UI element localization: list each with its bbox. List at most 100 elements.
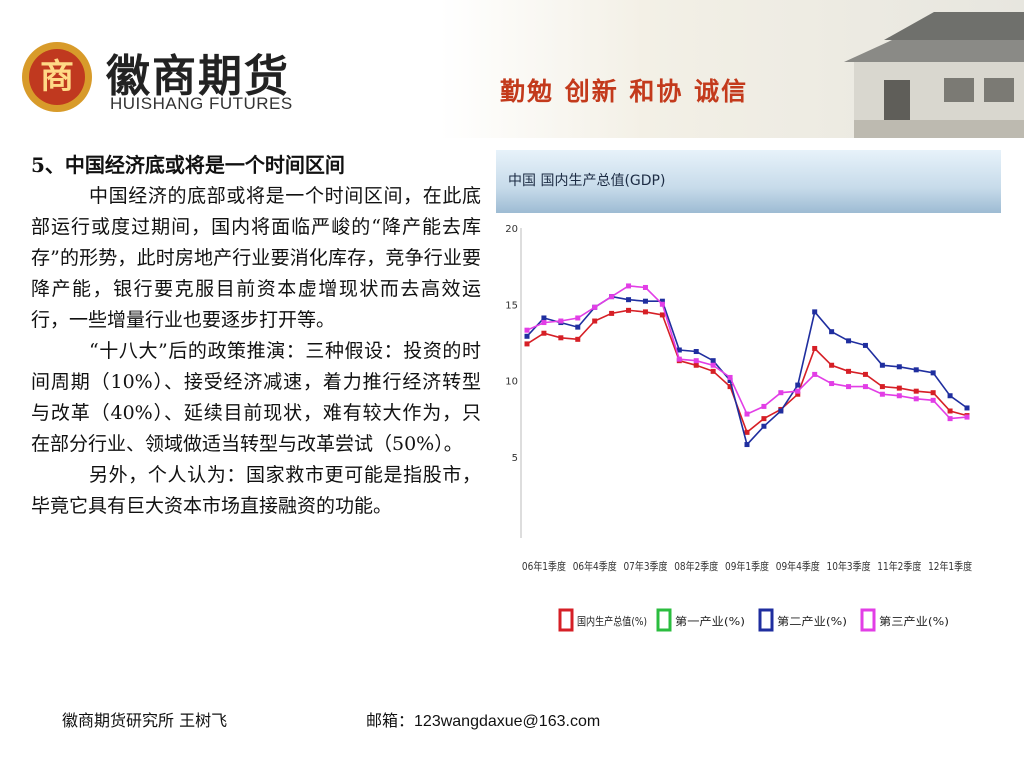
data-point [609,310,615,316]
data-point [710,368,716,374]
data-point [879,384,885,390]
legend-label: 第三产业(%) [879,614,949,628]
legend-swatch [860,608,876,632]
legend-label: 第一产业(%) [675,614,745,628]
paragraph-2: “十八大”后的政策推演：三种假设：投资的时间周期（10%）、接受经济减速，着力推… [31,340,481,455]
y-tick-label: 20 [505,224,518,235]
data-point [744,411,750,417]
y-tick-label: 5 [512,453,518,464]
logo-chinese-name: 徽商期货 [106,51,290,102]
data-point [676,356,682,362]
data-point [642,309,648,315]
y-tick-label: 15 [505,300,518,311]
email-label: 邮箱： [366,711,415,730]
data-point [829,362,835,368]
legend-label: 国内生产总值(%) [577,614,647,628]
data-point [947,416,953,422]
data-point [592,304,598,310]
data-point [727,378,733,383]
data-point [744,442,750,448]
data-point [659,298,665,304]
data-point [913,367,919,373]
data-point [761,416,767,422]
data-point [862,384,868,390]
email-address: 123wangdaxue@163.com [414,713,601,730]
data-point [812,345,818,351]
data-point [541,315,547,321]
data-point [862,342,868,348]
data-point [575,336,581,342]
data-point [626,297,632,303]
data-point [626,283,632,289]
data-point [727,374,733,380]
data-point [541,330,547,336]
x-tick-label: 09年4季度 [776,559,820,573]
data-point [795,391,801,397]
gdp-chart-panel: 中国 国内生产总值(GDP) 5 10 15 20 06年1季度 06年4季度 07年3季度… [496,150,1001,667]
data-point [693,362,699,368]
data-point [846,368,852,374]
data-point [947,408,953,414]
data-point [846,338,852,344]
chart-header: 中国 国内生产总值(GDP) [496,150,1001,213]
x-tick-label: 12年1季度 [928,559,972,573]
data-point [896,393,902,399]
data-point [575,324,581,330]
x-tick-label: 06年1季度 [522,559,566,573]
data-point [609,294,615,300]
x-tick-label: 11年2季度 [877,559,921,573]
y-tick-label: 10 [505,377,518,388]
paragraph-1: 中国经济的底部或将是一个时间区间，在此底部运行或度过期间，国内将面临严峻的“降产… [31,185,481,331]
data-point [795,382,801,388]
data-point [862,371,868,377]
data-point [659,301,665,307]
logo-badge-glyph: 商 [29,49,85,105]
data-point [592,318,598,324]
data-point [896,364,902,370]
data-point [693,358,699,364]
data-point [778,408,784,414]
data-point [693,349,699,355]
article-text: 5、中国经济底或将是一个时间区间 中国经济的底部或将是一个时间区间，在此底部运行… [31,150,481,522]
company-motto: 勤勉 创新 和协 诚信 [500,77,749,106]
data-point [964,405,970,411]
data-point [795,388,801,394]
data-point [676,347,682,353]
data-point [710,358,716,364]
data-point [913,396,919,402]
footer-email: 邮箱：123wangdaxue@163.com [366,707,600,731]
data-point [913,388,919,394]
data-point [846,384,852,390]
data-point [812,309,818,315]
data-point [710,362,716,368]
x-tick-label: 06年4季度 [573,559,617,573]
data-point [558,335,564,341]
header: 商 徽商期货 HUISHANG FUTURES 勤勉 创新 和协 诚信 [0,0,1024,140]
data-point [930,370,936,376]
data-point [626,307,632,313]
legend-swatch [558,608,574,632]
gdp-line-chart: 5 10 15 20 06年1季度 06年4季度 07年3季度 08年2季度 09年1季度 09年… [505,224,972,632]
x-tick-label: 07年3季度 [623,559,667,573]
paragraph-3: 另外，个人认为：国家救市更可能是指股市，毕竟它具有巨大资本市场直接融资的功能。 [31,464,481,517]
data-point [761,403,767,409]
data-point [659,312,665,318]
data-point [575,315,581,321]
legend-swatch [758,608,774,632]
data-point [778,390,784,396]
x-tick-label: 08年2季度 [674,559,718,573]
legend-label: 第二产业(%) [777,614,847,628]
data-point [524,333,530,339]
data-point [829,329,835,335]
chart-title: 中国 国内生产总值(GDP) [508,173,666,189]
legend-swatch [656,608,672,632]
data-point [524,341,530,347]
data-point [930,397,936,403]
data-point [829,381,835,387]
data-point [642,284,648,290]
data-point [879,391,885,397]
ancient-house-icon [844,12,1024,138]
data-point [524,327,530,333]
data-point [744,429,750,435]
data-point [879,362,885,368]
